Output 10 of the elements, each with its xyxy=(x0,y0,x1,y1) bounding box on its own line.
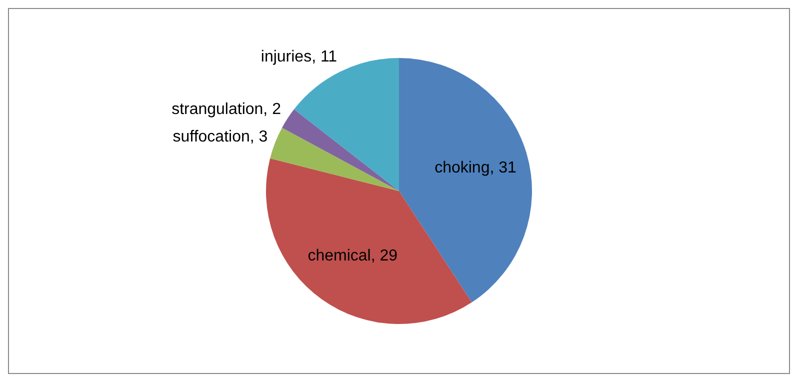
slice-label: choking xyxy=(434,160,490,177)
data-label: , 29 xyxy=(370,247,398,264)
data-label: , 31 xyxy=(490,160,516,177)
data-label: , 2 xyxy=(263,100,282,118)
slice-label: injuries xyxy=(260,48,312,66)
data-label: , 11 xyxy=(312,48,338,66)
data-label: , 3 xyxy=(250,128,268,146)
slice-label: strangulation xyxy=(172,100,264,118)
slice-label: chemical xyxy=(308,247,371,264)
slice-label: suffocation xyxy=(172,128,250,146)
